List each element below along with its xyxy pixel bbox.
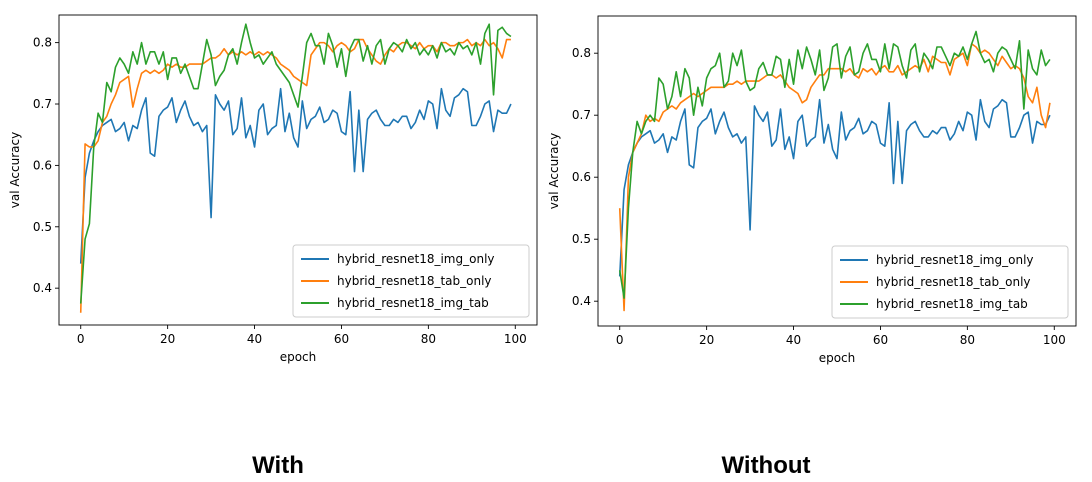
legend-box xyxy=(292,244,530,318)
series-line-1 xyxy=(79,87,512,264)
x-tick-label: 0 xyxy=(77,332,85,346)
chart-1: 0 20 40 60 80 100 0.4 0.5 0.6 0.7 0.8 epoch val Accu… xyxy=(8,14,538,364)
y-tick-label: 0.5 xyxy=(33,220,52,234)
caption-with: With xyxy=(252,452,304,479)
x-tick-label: 0 xyxy=(616,333,624,347)
legend-label-1: hybrid_resnet18_img_only xyxy=(337,252,495,266)
y-tick-label: 0.4 xyxy=(33,281,52,295)
x-tick-label: 20 xyxy=(699,333,714,347)
legend-box xyxy=(831,245,1069,319)
y-tick-label: 0.8 xyxy=(572,46,591,60)
x-axis-label: epoch xyxy=(819,351,856,365)
legend-label-3: hybrid_resnet18_img_tab xyxy=(876,297,1028,311)
caption-without: Without xyxy=(721,452,811,479)
y-tick-label: 0.7 xyxy=(33,97,52,111)
legend: hybrid_resnet18_img_only hybrid_resnet18_… xyxy=(292,244,530,318)
legend-label-2: hybrid_resnet18_tab_only xyxy=(337,274,492,288)
series-line-3 xyxy=(79,23,512,304)
axes-frame xyxy=(597,15,1077,327)
x-tick-label: 40 xyxy=(786,333,801,347)
x-tick-label: 60 xyxy=(334,332,349,346)
x-tick-label: 20 xyxy=(160,332,175,346)
series-line-1 xyxy=(618,98,1051,277)
y-tick-label: 0.8 xyxy=(33,36,52,50)
legend-label-2: hybrid_resnet18_tab_only xyxy=(876,275,1031,289)
y-axis-label: val Accuracy xyxy=(547,133,561,209)
x-tick-label: 80 xyxy=(960,333,975,347)
x-tick-label: 100 xyxy=(504,332,527,346)
chart-2: 0 20 40 60 80 100 0.4 0.5 0.6 0.7 0.8 epoch val Accu… xyxy=(547,15,1077,365)
y-tick-label: 0.7 xyxy=(572,108,591,122)
y-axis-label: val Accuracy xyxy=(8,132,22,208)
legend: hybrid_resnet18_img_only hybrid_resnet18_… xyxy=(831,245,1069,319)
x-axis-label: epoch xyxy=(280,350,317,364)
legend-label-3: hybrid_resnet18_img_tab xyxy=(337,296,489,310)
x-tick-label: 40 xyxy=(247,332,262,346)
y-tick-label: 0.6 xyxy=(572,170,591,184)
y-tick-label: 0.5 xyxy=(572,232,591,246)
legend-label-1: hybrid_resnet18_img_only xyxy=(876,253,1034,267)
x-tick-label: 60 xyxy=(873,333,888,347)
axes-frame xyxy=(58,14,538,326)
x-tick-label: 80 xyxy=(421,332,436,346)
x-tick-label: 100 xyxy=(1043,333,1066,347)
y-tick-label: 0.4 xyxy=(572,294,591,308)
series-line-2 xyxy=(79,38,511,313)
y-tick-label: 0.6 xyxy=(33,158,52,172)
series-line-3 xyxy=(618,30,1051,299)
